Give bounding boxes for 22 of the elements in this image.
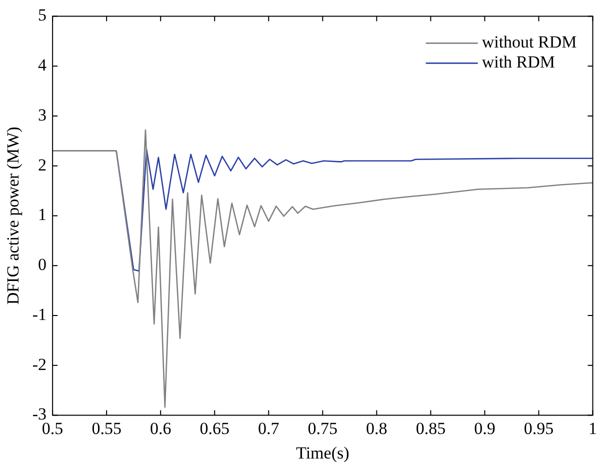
x-tick-label: 0.8 (366, 418, 388, 438)
y-tick-label: 5 (38, 6, 47, 25)
y-tick-label: 1 (38, 205, 47, 224)
y-tick-label: -1 (32, 304, 47, 324)
x-axis-title: Time(s) (296, 443, 350, 462)
x-tick-label: 0.7 (258, 418, 280, 438)
y-tick-label: 0 (38, 255, 47, 274)
x-tick-label: 0.95 (524, 418, 554, 438)
legend-label: with RDM (482, 52, 556, 72)
legend-label: without RDM (482, 32, 577, 52)
y-tick-label: 3 (38, 105, 47, 124)
x-tick-label: 0.55 (92, 418, 122, 438)
x-tick-label: 0.65 (200, 418, 230, 438)
y-tick-label: 2 (38, 155, 47, 174)
x-tick-label: 1 (588, 418, 597, 438)
x-tick-label: 0.75 (308, 418, 338, 438)
y-axis-title: DFIG active power (MW) (4, 126, 23, 305)
y-tick-label: -2 (32, 354, 47, 374)
y-tick-label: 4 (38, 56, 48, 75)
x-tick-label: 0.6 (150, 418, 172, 438)
x-tick-label: 0.9 (474, 418, 496, 438)
x-tick-label: 0.85 (416, 418, 446, 438)
